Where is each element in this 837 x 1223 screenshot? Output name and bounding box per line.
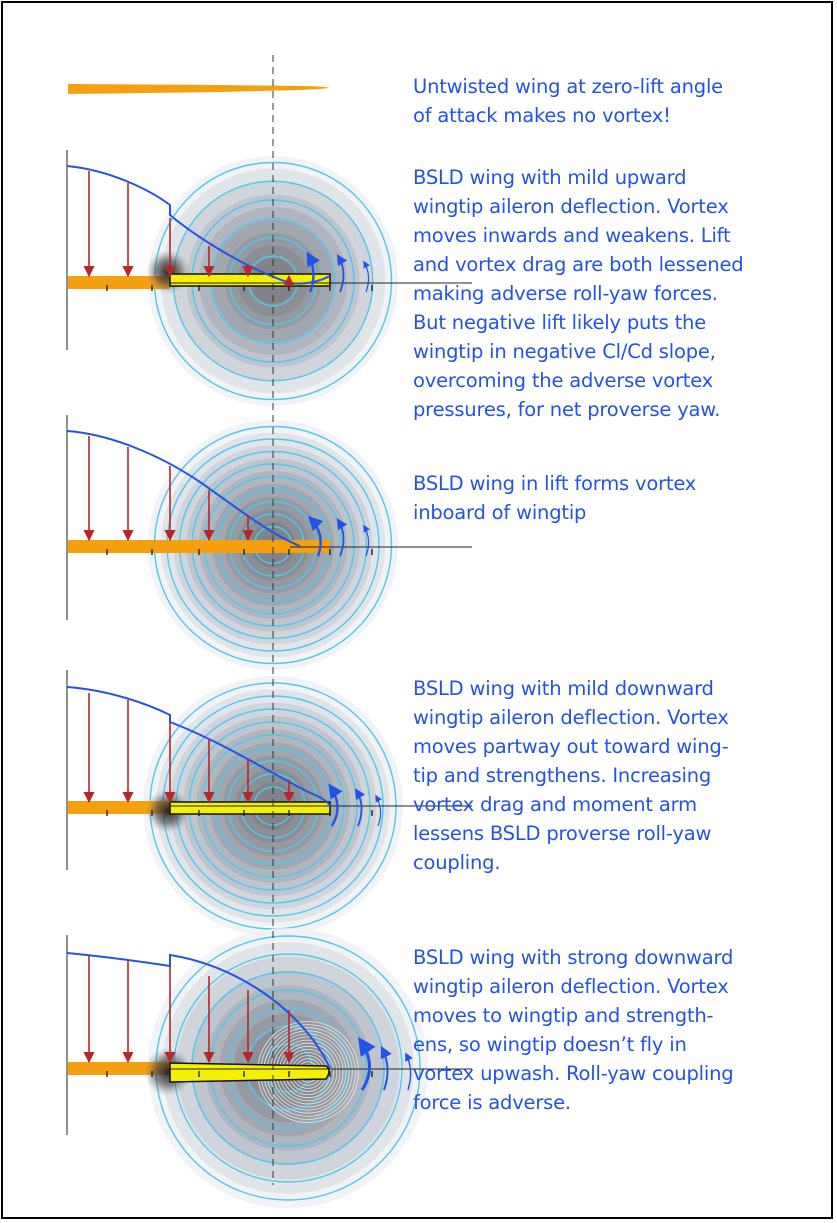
caption-line: BSLD wing in lift forms vortex [413, 472, 697, 495]
caption-line: inboard of wingtip [413, 501, 587, 524]
caption-line: and vortex drag are both lessened [413, 253, 744, 276]
vortex-rotation-arrow [357, 1037, 376, 1091]
caption-line: overcoming the adverse vortex [413, 369, 714, 392]
caption-line: tip and strengthens. Increasing [413, 764, 712, 787]
vortex-rotation-arrow [306, 251, 320, 293]
vortex-rotation-arrow [336, 518, 348, 557]
hinge-shadow [144, 1048, 192, 1096]
caption-line: But negative lift likely puts the [413, 311, 706, 334]
lift-distribution-curve [66, 165, 331, 285]
vortex-rotation-arrow [380, 1045, 392, 1091]
caption-line: vortex drag and moment arm [413, 793, 697, 816]
hinge-shadow [146, 789, 190, 833]
caption-line: wingtip aileron deflection. Vortex [413, 706, 729, 729]
lift-distribution-curve [66, 430, 301, 547]
vortex-rotation-arrow [405, 1052, 413, 1091]
wing-row-strong-downward [66, 928, 472, 1208]
caption-line: wingtip in negative Cl/Cd slope, [413, 340, 716, 363]
caption-line: coupling. [413, 851, 501, 874]
caption-line: pressures, for net proverse yaw. [413, 398, 721, 421]
wing-section [68, 276, 170, 289]
caption-line: making adverse roll-yaw forces. [413, 282, 718, 305]
caption-strong-downward: BSLD wing with strong downward wingtip a… [413, 943, 783, 1117]
zero-lift-wing [68, 84, 330, 94]
caption-line: wingtip aileron deflection. Vortex [413, 975, 729, 998]
caption-line: BSLD wing with mild upward [413, 166, 687, 189]
aileron [169, 1062, 330, 1083]
vortex-rotation-arrow [375, 794, 382, 827]
caption-line: moves inwards and weakens. Lift [413, 224, 731, 247]
vortex-rotation-arrow [328, 783, 343, 827]
vortex-rotation-arrow [363, 260, 370, 293]
caption-line: lessens BSLD proverse roll-yaw [413, 822, 712, 845]
caption-line: of attack makes no vortex! [413, 104, 671, 127]
caption-line: force is adverse. [413, 1091, 571, 1114]
caption-line: moves to wingtip and strength- [413, 1004, 714, 1027]
caption-line: moves partway out toward wing- [413, 735, 729, 758]
caption-mild-upward: BSLD wing with mild upward wingtip ailer… [413, 163, 783, 424]
wing-row-in-lift [66, 415, 472, 670]
vortex-rotation-arrow [363, 524, 370, 557]
wing-row-mild-downward [66, 670, 472, 936]
wing-row-mild-upward [66, 150, 472, 406]
caption-line: BSLD wing with strong downward [413, 946, 734, 969]
caption-zero-lift: Untwisted wing at zero-lift angle of att… [413, 72, 783, 130]
aileron [169, 801, 331, 815]
caption-line: ens, so wingtip doesn’t fly in [413, 1033, 687, 1056]
lift-distribution-curve [66, 952, 331, 1069]
wing-section [68, 540, 330, 553]
caption-line: wingtip aileron deflection. Vortex [413, 195, 729, 218]
wing-section [68, 801, 170, 814]
caption-line: Untwisted wing at zero-lift angle [413, 75, 723, 98]
vortex-rotation-arrow [336, 254, 348, 293]
caption-line: BSLD wing with mild downward [413, 677, 714, 700]
caption-line: vortex upwash. Roll-yaw coupling [413, 1062, 734, 1085]
lift-distribution-curve [66, 686, 331, 807]
vortex-rotation-arrow [354, 788, 366, 827]
vortex-rotation-arrow [307, 515, 324, 557]
caption-mild-downward: BSLD wing with mild downward wingtip ail… [413, 674, 783, 877]
caption-in-lift: BSLD wing in lift forms vortex inboard o… [413, 469, 783, 527]
